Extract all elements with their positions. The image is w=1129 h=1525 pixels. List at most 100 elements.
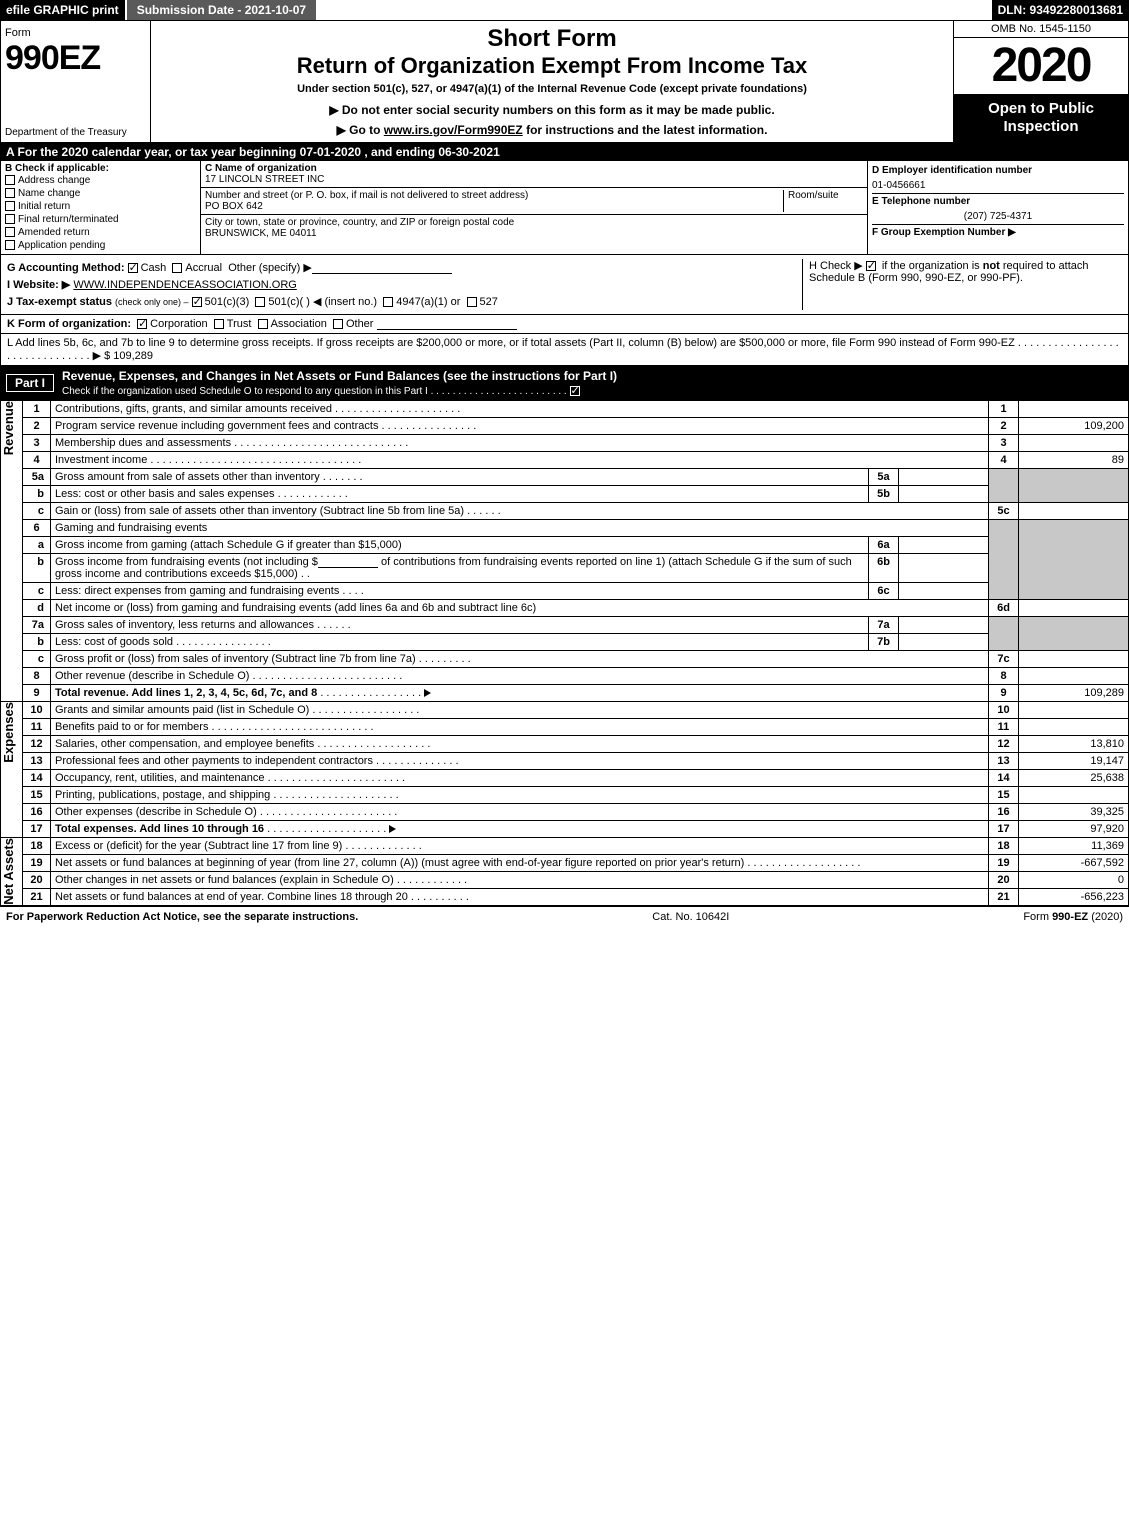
- line-6b-field[interactable]: [318, 556, 378, 568]
- line-16-num: 16: [23, 804, 51, 821]
- g-accounting: G Accounting Method: Cash Accrual Other …: [7, 259, 802, 276]
- form-header: Form 990EZ Department of the Treasury Sh…: [0, 20, 1129, 143]
- mini-5b-val: [899, 486, 989, 503]
- efile-print-label[interactable]: efile GRAPHIC print: [0, 0, 125, 20]
- line-6b-num: b: [23, 554, 51, 583]
- top-bar: efile GRAPHIC print Submission Date - 20…: [0, 0, 1129, 20]
- chk-cash[interactable]: [128, 263, 138, 273]
- goto-link[interactable]: www.irs.gov/Form990EZ: [384, 123, 523, 137]
- chk-corporation[interactable]: [137, 319, 147, 329]
- line-5c-num: c: [23, 503, 51, 520]
- line-12-num: 12: [23, 736, 51, 753]
- line-8-rnum: 8: [989, 668, 1019, 685]
- line-7c-desc: Gross profit or (loss) from sales of inv…: [55, 653, 416, 665]
- chk-trust[interactable]: [214, 319, 224, 329]
- chk-application-pending[interactable]: Application pending: [5, 239, 196, 252]
- chk-name-change[interactable]: Name change: [5, 187, 196, 200]
- dept-treasury: Department of the Treasury: [5, 127, 146, 138]
- chk-other-org[interactable]: [333, 319, 343, 329]
- website-link[interactable]: WWW.INDEPENDENCEASSOCIATION.ORG: [73, 279, 296, 291]
- org-city: BRUNSWICK, ME 04011: [205, 228, 317, 239]
- chk-schedule-o[interactable]: [570, 386, 580, 396]
- mini-5a-val: [899, 469, 989, 486]
- line-6a-num: a: [23, 537, 51, 554]
- chk-527[interactable]: [467, 297, 477, 307]
- omb-number: OMB No. 1545-1150: [954, 21, 1128, 38]
- line-12-amt: 13,810: [1019, 736, 1129, 753]
- mini-7b-val: [899, 634, 989, 651]
- line-1-num: 1: [23, 401, 51, 418]
- short-form-title: Short Form: [157, 25, 947, 53]
- chk-amended-return[interactable]: Amended return: [5, 226, 196, 239]
- goto-line: ▶ Go to www.irs.gov/Form990EZ for instru…: [157, 123, 947, 137]
- ssn-warning: ▶ Do not enter social security numbers o…: [157, 103, 947, 117]
- line-15-rnum: 15: [989, 787, 1019, 804]
- line-21-num: 21: [23, 889, 51, 906]
- cat-no: Cat. No. 10642I: [652, 911, 729, 923]
- line-7b-num: b: [23, 634, 51, 651]
- mini-6a: 6a: [869, 537, 899, 554]
- other-org-field[interactable]: [377, 318, 517, 330]
- line-8-num: 8: [23, 668, 51, 685]
- line-16-desc: Other expenses (describe in Schedule O): [55, 806, 257, 818]
- org-address: PO BOX 642: [205, 201, 263, 212]
- line-14-rnum: 14: [989, 770, 1019, 787]
- chk-final-return[interactable]: Final return/terminated: [5, 213, 196, 226]
- line-21-desc: Net assets or fund balances at end of ye…: [55, 891, 408, 903]
- section-bcd: B Check if applicable: Address change Na…: [0, 161, 1129, 255]
- part-i-table: Revenue 1 Contributions, gifts, grants, …: [0, 400, 1129, 906]
- page-footer: For Paperwork Reduction Act Notice, see …: [0, 906, 1129, 927]
- chk-association[interactable]: [258, 319, 268, 329]
- line-4-rnum: 4: [989, 452, 1019, 469]
- line-11-amt: [1019, 719, 1129, 736]
- line-3-num: 3: [23, 435, 51, 452]
- line-12-rnum: 12: [989, 736, 1019, 753]
- line-9-rnum: 9: [989, 685, 1019, 702]
- revenue-side-label: Revenue: [1, 401, 16, 455]
- section-b: B Check if applicable: Address change Na…: [1, 161, 201, 254]
- other-specify-field[interactable]: [312, 262, 452, 274]
- line-6c-desc: Less: direct expenses from gaming and fu…: [55, 585, 339, 597]
- line-13-rnum: 13: [989, 753, 1019, 770]
- line-2-amt: 109,200: [1019, 418, 1129, 435]
- line-6a-desc: Gross income from gaming (attach Schedul…: [51, 537, 869, 554]
- line-18-num: 18: [23, 838, 51, 855]
- line-7c-rnum: 7c: [989, 651, 1019, 668]
- line-17-desc: Total expenses. Add lines 10 through 16: [55, 823, 264, 835]
- line-13-num: 13: [23, 753, 51, 770]
- line-3-amt: [1019, 435, 1129, 452]
- line-20-rnum: 20: [989, 872, 1019, 889]
- goto-post: for instructions and the latest informat…: [523, 123, 768, 137]
- chk-4947[interactable]: [383, 297, 393, 307]
- part-i-bar: Part I Revenue, Expenses, and Changes in…: [0, 366, 1129, 400]
- form-footer-id: Form 990-EZ (2020): [1023, 911, 1123, 923]
- line-21-amt: -656,223: [1019, 889, 1129, 906]
- line-6d-desc: Net income or (loss) from gaming and fun…: [51, 600, 989, 617]
- chk-address-change[interactable]: Address change: [5, 174, 196, 187]
- line-5c-amt: [1019, 503, 1129, 520]
- chk-501c3[interactable]: [192, 297, 202, 307]
- line-14-desc: Occupancy, rent, utilities, and maintena…: [55, 772, 265, 784]
- line-21-rnum: 21: [989, 889, 1019, 906]
- mini-6c: 6c: [869, 583, 899, 600]
- under-section: Under section 501(c), 527, or 4947(a)(1)…: [157, 83, 947, 95]
- submission-date-button[interactable]: Submission Date - 2021-10-07: [125, 0, 316, 20]
- chk-501c[interactable]: [255, 297, 265, 307]
- line-19-amt: -667,592: [1019, 855, 1129, 872]
- line-12-desc: Salaries, other compensation, and employ…: [55, 738, 314, 750]
- c-addr-label: Number and street (or P. O. box, if mail…: [205, 190, 528, 201]
- line-14-num: 14: [23, 770, 51, 787]
- form-no: 990EZ: [5, 39, 100, 77]
- line-6-num: 6: [23, 520, 51, 537]
- mini-7a: 7a: [869, 617, 899, 634]
- line-5c-desc: Gain or (loss) from sale of assets other…: [55, 505, 464, 517]
- chk-initial-return[interactable]: Initial return: [5, 200, 196, 213]
- chk-accrual[interactable]: [172, 263, 182, 273]
- arrow-icon: [389, 825, 396, 833]
- l-gross-receipts: L Add lines 5b, 6c, and 7b to line 9 to …: [0, 334, 1129, 366]
- line-4-desc: Investment income: [55, 454, 147, 466]
- line-3-desc: Membership dues and assessments: [55, 437, 231, 449]
- part-i-title: Revenue, Expenses, and Changes in Net As…: [62, 369, 617, 383]
- chk-schedule-b-not-required[interactable]: [866, 261, 876, 271]
- line-11-desc: Benefits paid to or for members: [55, 721, 208, 733]
